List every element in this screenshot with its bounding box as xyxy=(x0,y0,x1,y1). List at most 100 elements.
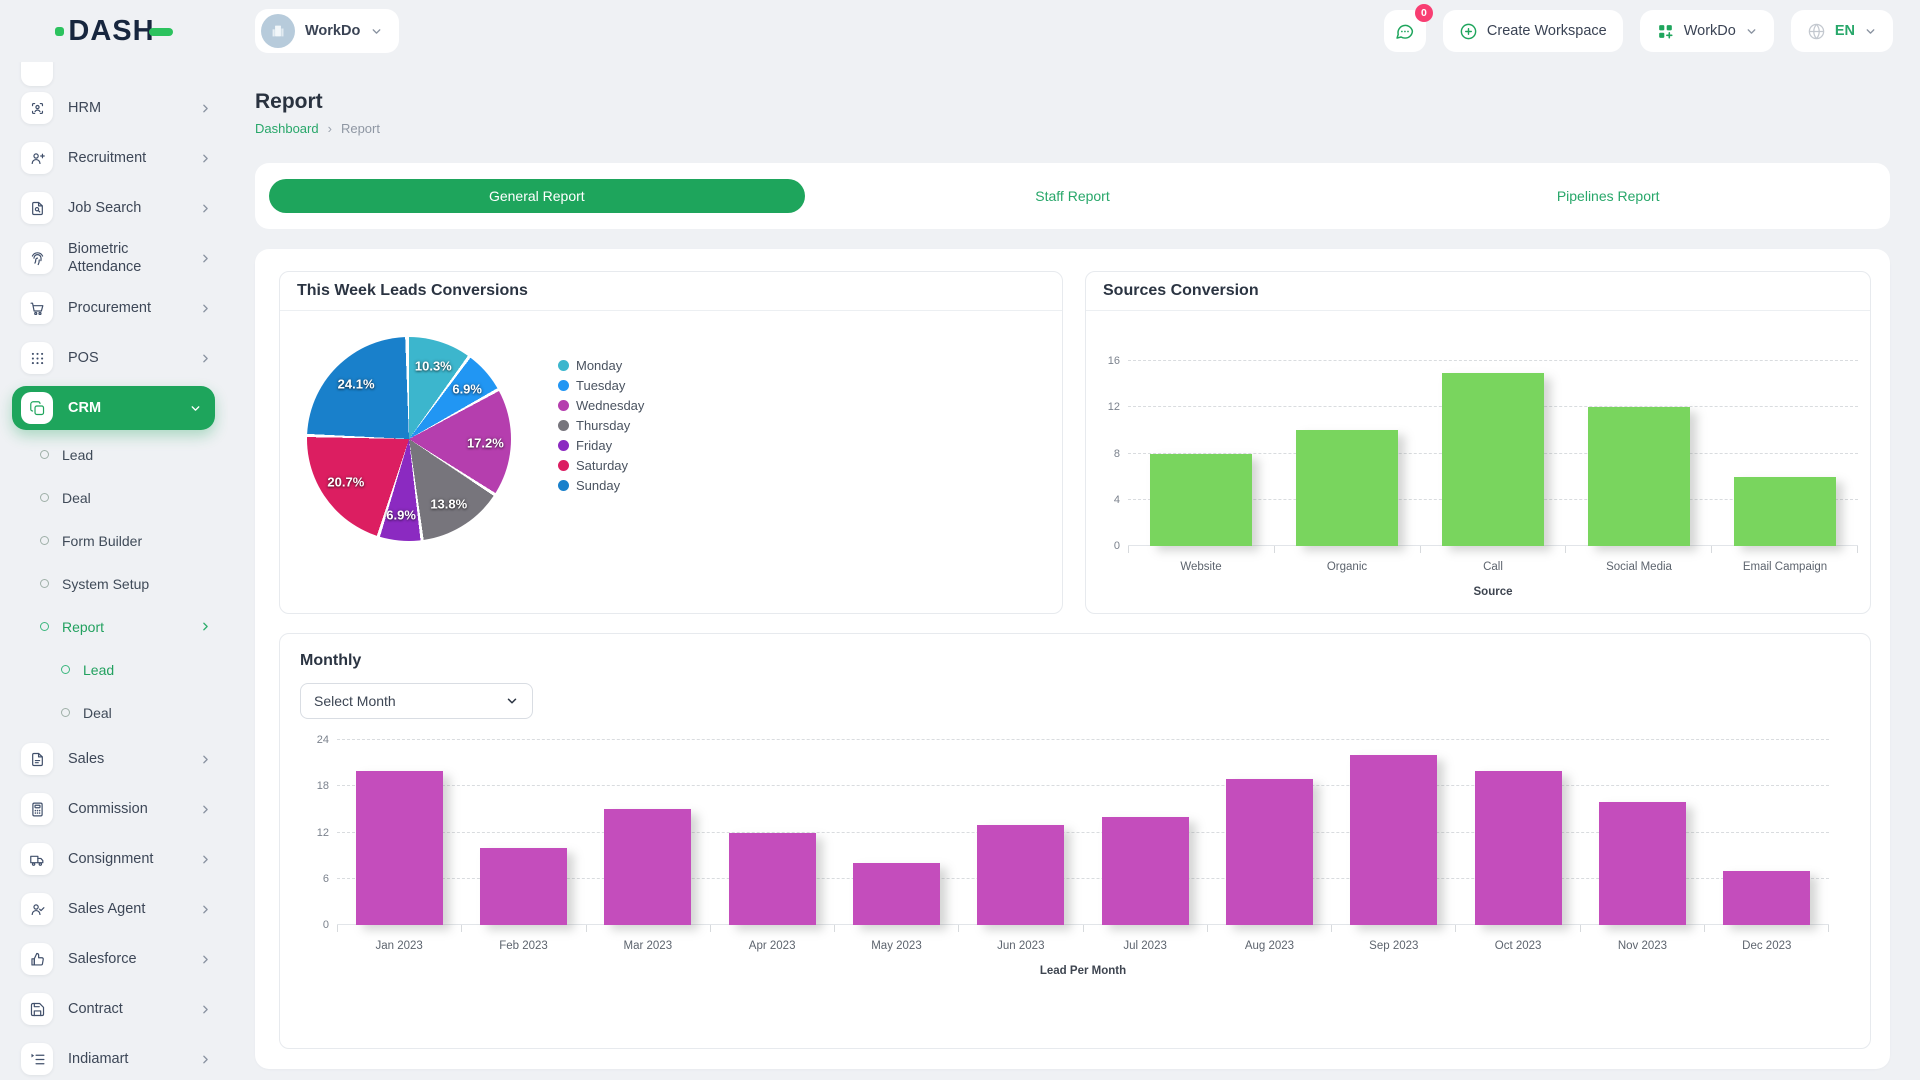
sidebar-item-job-search[interactable]: Job Search xyxy=(0,183,228,233)
sales-icon xyxy=(21,743,53,775)
sidebar-subitem-form-builder[interactable]: Form Builder xyxy=(0,519,228,562)
bar-column xyxy=(1566,407,1712,546)
sidebar-item-indiamart[interactable]: Indiamart xyxy=(0,1034,228,1080)
logo-text: DASH xyxy=(68,14,155,47)
sidebar-subitem-label: Deal xyxy=(83,704,112,721)
bar-aug-2023 xyxy=(1225,778,1313,925)
legend-item-thursday: Thursday xyxy=(558,415,644,435)
chevron-right-icon xyxy=(199,1053,212,1066)
sidebar-subitem-label: Lead xyxy=(83,661,115,678)
sidebar-subsubitem-lead[interactable]: Lead xyxy=(0,648,228,691)
breadcrumb-dashboard-link[interactable]: Dashboard xyxy=(255,121,319,136)
breadcrumb-current: Report xyxy=(340,121,380,136)
legend-label: Tuesday xyxy=(576,377,626,393)
salesforce-icon xyxy=(21,943,53,975)
sidebar-item-label: CRM xyxy=(68,399,102,416)
sidebar-item-label: Biometric Attendance xyxy=(68,240,142,275)
x-axis-tick xyxy=(1128,546,1275,553)
pie-label-thursday: 13.8% xyxy=(430,496,468,512)
workdo-apps-button[interactable]: WorkDo xyxy=(1639,10,1774,52)
sidebar-subitem-deal[interactable]: Deal xyxy=(0,476,228,519)
lead-per-month-axis-title: Lead Per Month xyxy=(1039,965,1127,977)
sources-conversion-title: Sources Conversion xyxy=(1086,272,1870,311)
legend-label: Monday xyxy=(576,357,623,373)
sidebar-subitem-report[interactable]: Report xyxy=(0,605,228,648)
legend-dot xyxy=(558,419,569,431)
x-axis-tick xyxy=(711,925,835,932)
y-axis-tick-12: 12 xyxy=(1107,401,1120,414)
messages-button[interactable]: 0 xyxy=(1383,4,1433,52)
tab-pipelines-report[interactable]: Pipelines Report xyxy=(1556,188,1660,204)
gridline-18 xyxy=(337,785,1829,787)
x-axis-tick xyxy=(1712,546,1858,553)
x-axis-label-organic: Organic xyxy=(1326,561,1368,573)
dash-logo: DASH xyxy=(55,14,173,48)
x-axis-label-may-2023: May 2023 xyxy=(871,940,922,952)
bar-column xyxy=(1332,755,1456,925)
sidebar-subitem-system-setup[interactable]: System Setup xyxy=(0,562,228,605)
sidebar-item-label: Salesforce xyxy=(68,950,137,967)
source-axis-title: Source xyxy=(1473,586,1513,598)
workspace-switcher[interactable]: WorkDo xyxy=(255,9,400,53)
legend-dot xyxy=(558,439,569,451)
bar-social-media xyxy=(1587,407,1691,546)
pos-icon xyxy=(21,342,53,374)
x-axis-ticks xyxy=(1128,546,1858,553)
select-month-value: Select Month xyxy=(314,693,396,709)
sidebar-subitem-label: Report xyxy=(62,618,105,635)
weekly-leads-pie-chart: 10.3% 6.9% 17.2% 13.8% 6.9% 20.7% 24.1% xyxy=(307,337,511,541)
y-axis-tick-16: 16 xyxy=(1107,355,1120,367)
chevron-right-icon xyxy=(199,903,212,916)
sidebar-item-label: Consignment xyxy=(68,850,154,867)
workspace-name: WorkDo xyxy=(305,23,361,39)
sidebar-item-commission[interactable]: Commission xyxy=(0,784,228,834)
chat-bubble-icon xyxy=(1394,21,1415,42)
consignment-icon xyxy=(21,843,53,875)
y-axis-tick-0: 0 xyxy=(1113,540,1120,552)
sidebar-item-sales[interactable]: Sales xyxy=(0,734,228,784)
sidebar-item-biometric-attendance[interactable]: Biometric Attendance xyxy=(0,233,228,283)
sidebar-item-pos[interactable]: POS xyxy=(0,333,228,383)
x-axis-label-feb-2023: Feb 2023 xyxy=(499,940,548,952)
create-workspace-button[interactable]: Create Workspace xyxy=(1442,10,1623,52)
sidebar-item-recruitment[interactable]: Recruitment xyxy=(0,133,228,183)
legend-dot xyxy=(558,479,569,491)
logo-accent-dash xyxy=(148,28,173,36)
chevron-right-icon xyxy=(199,1003,212,1016)
pie-label-tuesday: 6.9% xyxy=(452,381,482,397)
x-axis-tick xyxy=(337,925,463,932)
sidebar-item-procurement[interactable]: Procurement xyxy=(0,283,228,333)
sidebar-item-label: Procurement xyxy=(68,299,152,316)
chevron-down-icon xyxy=(505,694,519,708)
y-axis-tick-0: 0 xyxy=(322,919,329,931)
pie-label-friday: 6.9% xyxy=(386,507,416,523)
sidebar-item-label: Sales Agent xyxy=(68,900,146,917)
sidebar-subitem-lead[interactable]: Lead xyxy=(0,433,228,476)
bar-column xyxy=(1274,430,1420,546)
sidebar-item-crm[interactable]: CRM xyxy=(12,386,215,430)
sidebar-item-contract[interactable]: Contract xyxy=(0,984,228,1034)
pie-label-wednesday: 17.2% xyxy=(466,435,504,451)
bar-column xyxy=(1580,801,1704,925)
chevron-right-icon xyxy=(199,302,212,315)
weekly-leads-conversions-card: This Week Leads Conversions 10.3% 6.9% 17.… xyxy=(279,271,1063,614)
bar-call xyxy=(1441,372,1545,546)
x-axis-label-dec-2023: Dec 2023 xyxy=(1742,940,1792,952)
select-month-dropdown[interactable]: Select Month xyxy=(300,683,533,719)
sidebar-subsubitem-deal[interactable]: Deal xyxy=(0,691,228,734)
language-button[interactable]: EN xyxy=(1790,10,1893,52)
chevron-right-icon xyxy=(199,102,212,115)
tab-staff-report[interactable]: Staff Report xyxy=(1035,188,1110,204)
gridline-6 xyxy=(337,877,1829,879)
tab-general-report[interactable]: General Report xyxy=(269,179,805,213)
bar-apr-2023 xyxy=(728,832,816,925)
sidebar-item-sales-agent[interactable]: Sales Agent xyxy=(0,884,228,934)
bullet-icon xyxy=(40,622,49,631)
legend-item-saturday: Saturday xyxy=(558,455,644,475)
sidebar-item-consignment[interactable]: Consignment xyxy=(0,834,228,884)
commission-icon xyxy=(21,793,53,825)
bar-organic xyxy=(1295,430,1399,546)
sidebar-item-salesforce[interactable]: Salesforce xyxy=(0,934,228,984)
sidebar-item-hrm[interactable]: HRM xyxy=(0,83,228,133)
sidebar-item-label: Commission xyxy=(68,800,148,817)
